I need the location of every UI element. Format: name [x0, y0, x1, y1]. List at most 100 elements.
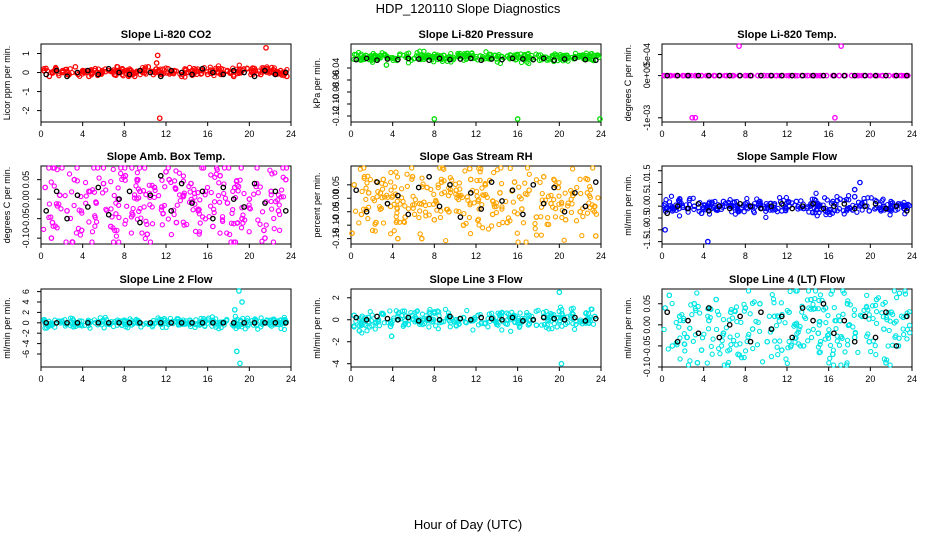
- cloud-point: [552, 214, 559, 220]
- cloud-point: [561, 237, 567, 243]
- cloud-point: [500, 219, 506, 226]
- cloud-point: [872, 342, 878, 349]
- cloud-point: [759, 359, 766, 365]
- cloud-point: [79, 210, 85, 216]
- outlier-point: [156, 115, 163, 122]
- cloud-point: [737, 341, 743, 347]
- x-tick-label: 0: [38, 129, 43, 139]
- cloud-point: [515, 239, 521, 245]
- cloud-point: [219, 214, 226, 220]
- cloud-point: [114, 227, 120, 233]
- data-point: [210, 215, 216, 222]
- cloud-point: [177, 197, 184, 204]
- data-point: [747, 203, 754, 210]
- cloud-point: [200, 165, 207, 171]
- cloud-point: [771, 300, 777, 306]
- data-point: [395, 316, 401, 323]
- data-point: [358, 322, 365, 329]
- outlier-point: [237, 360, 243, 367]
- cloud-point: [709, 201, 715, 207]
- cloud-point: [140, 188, 147, 194]
- x-tick-label: 24: [286, 251, 296, 261]
- cloud-point: [369, 323, 375, 329]
- cloud-point: [770, 296, 777, 302]
- x-tick-label: 16: [513, 374, 523, 384]
- cloud-point: [442, 306, 449, 313]
- data-point: [63, 320, 69, 327]
- cloud-point: [122, 165, 128, 171]
- cloud-point: [438, 176, 445, 182]
- data-point: [158, 204, 165, 210]
- cloud-point: [394, 198, 400, 204]
- data-point: [199, 319, 206, 326]
- cloud-point: [693, 307, 699, 314]
- data-point: [582, 203, 589, 210]
- data-point: [499, 56, 505, 63]
- data-point: [116, 319, 122, 326]
- data-point: [742, 305, 749, 311]
- cloud-point: [374, 194, 380, 200]
- x-tick-label: 20: [244, 374, 254, 384]
- cloud-point: [95, 165, 101, 171]
- data-point: [561, 56, 568, 62]
- cloud-point: [71, 320, 78, 326]
- cloud-point: [507, 165, 513, 171]
- cloud-point: [817, 338, 824, 345]
- data-point: [844, 300, 851, 307]
- data-point: [829, 351, 836, 358]
- data-point: [764, 338, 771, 345]
- cloud-point: [841, 290, 847, 296]
- data-point: [562, 216, 569, 223]
- data-point: [792, 72, 799, 79]
- data-point: [754, 72, 761, 79]
- y-tick-label: 6: [21, 289, 31, 294]
- data-point: [353, 187, 360, 194]
- data-point: [261, 227, 267, 234]
- data-point: [883, 309, 889, 316]
- cloud-point: [479, 185, 485, 191]
- data-point: [415, 184, 422, 191]
- cloud-point: [68, 189, 75, 195]
- cloud-point: [816, 297, 822, 304]
- cloud-point: [516, 184, 522, 190]
- cloud-point: [838, 362, 844, 368]
- cloud-point: [372, 326, 378, 332]
- y-tick-label: 2: [21, 310, 31, 315]
- cloud-point: [572, 50, 579, 57]
- data-point: [592, 179, 599, 185]
- cloud-point: [118, 170, 124, 177]
- cloud-point: [845, 193, 852, 199]
- data-point: [251, 180, 258, 187]
- cloud-point: [827, 342, 834, 349]
- panel-6: Slope Sample Flow 0 4 8 12 16 20 24 -1.5-1.0-0.5…: [623, 151, 917, 261]
- data-point: [467, 55, 474, 62]
- cloud-point: [719, 204, 726, 210]
- x-tick-label: 16: [513, 129, 523, 139]
- data-point: [497, 190, 503, 196]
- data-point: [789, 205, 796, 212]
- data-point: [426, 57, 432, 64]
- data-point: [758, 309, 764, 316]
- cloud-point: [213, 165, 220, 171]
- cloud-point: [426, 212, 432, 218]
- y-axis-label: ml/min per min.: [312, 297, 322, 359]
- cloud-point: [558, 199, 565, 205]
- outlier-point: [383, 62, 390, 68]
- cloud-point: [199, 165, 205, 171]
- data-point: [815, 330, 822, 337]
- y-tick-label: -0.5: [642, 210, 652, 226]
- cloud-point: [829, 210, 836, 216]
- cloud-point: [763, 214, 769, 220]
- cloud-point: [191, 186, 197, 193]
- cloud-point: [880, 301, 886, 307]
- cloud-point: [363, 185, 369, 191]
- data-point: [239, 215, 245, 222]
- cloud-point: [731, 199, 737, 205]
- cloud-point: [87, 67, 93, 74]
- data-point: [438, 179, 445, 185]
- cloud-point: [435, 184, 441, 191]
- outlier-point: [153, 60, 160, 66]
- data-point: [720, 330, 727, 337]
- y-tick-label: 0.0: [642, 200, 652, 213]
- data-point: [402, 318, 409, 324]
